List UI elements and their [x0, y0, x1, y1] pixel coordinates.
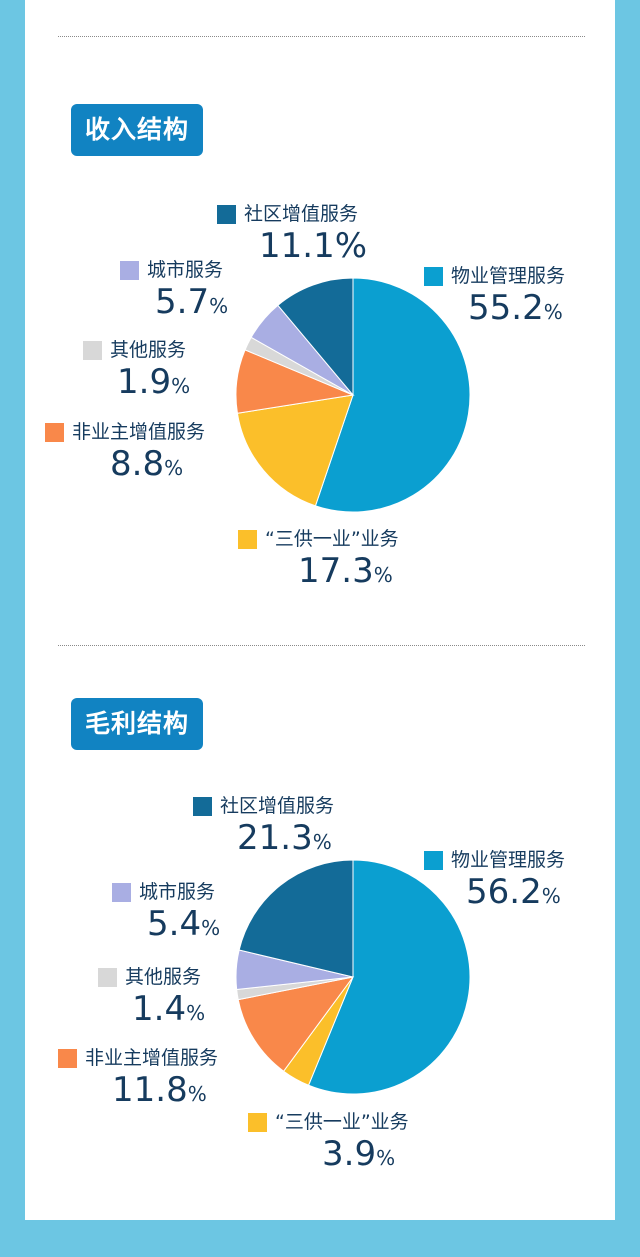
- profit-label-other: 其他服务 1.4%: [98, 965, 205, 1033]
- legend-text: “三供一业”业务: [275, 1111, 409, 1133]
- revenue-label-other: 其他服务 1.9%: [83, 338, 190, 406]
- legend-text: 社区增值服务: [244, 203, 359, 225]
- profit-label-three-supply: “三供一业”业务 3.9%: [248, 1110, 409, 1178]
- pie-slice: [314, 277, 471, 513]
- revenue-label-community: 社区增值服务 11.1%: [217, 202, 367, 266]
- legend-text: 物业管理服务: [451, 849, 566, 871]
- legend-text: 社区增值服务: [220, 795, 335, 817]
- revenue-label-nonowner: 非业主增值服务 8.8%: [45, 420, 205, 488]
- legend-text: 非业主增值服务: [72, 421, 206, 443]
- legend-text: 城市服务: [147, 259, 224, 281]
- data-label: 5.4%: [147, 904, 221, 944]
- data-label: 21.3%: [237, 818, 332, 858]
- legend-swatch: [193, 796, 212, 816]
- legend-text: “三供一业”业务: [265, 528, 399, 550]
- profit-label-city: 城市服务 5.4%: [112, 880, 220, 948]
- legend-swatch: [112, 882, 131, 902]
- pie-slice: [238, 859, 354, 978]
- pie-slice: [277, 277, 354, 397]
- divider-middle: [58, 645, 585, 646]
- legend-swatch: [238, 529, 257, 549]
- legend-swatch: [424, 266, 443, 286]
- legend-swatch: [424, 850, 443, 870]
- revenue-label-city: 城市服务 5.7%: [120, 258, 228, 326]
- pie-slice: [307, 859, 471, 1095]
- data-label: 5.7%: [155, 282, 229, 322]
- data-label: 3.9%: [322, 1134, 396, 1174]
- data-label: 11.8%: [112, 1070, 207, 1110]
- legend-text: 城市服务: [139, 881, 216, 903]
- profit-label-community: 社区增值服务 21.3%: [193, 794, 334, 862]
- data-label: 56.2%: [466, 872, 561, 912]
- legend-text: 物业管理服务: [451, 265, 566, 287]
- section-title-revenue: 收入结构: [71, 104, 204, 156]
- legend-swatch: [120, 260, 139, 280]
- divider-top: [58, 36, 585, 37]
- legend-swatch: [45, 422, 64, 442]
- content-card: 收入结构 社区增值服务 11.1% 物业管理服务 55.2% 城市服务 5.7%…: [25, 0, 615, 1220]
- revenue-pie-chart: 社区增值服务 11.1% 物业管理服务 55.2% 城市服务 5.7% 其他服务…: [25, 180, 615, 600]
- profit-label-property: 物业管理服务 56.2%: [424, 848, 565, 916]
- data-label: 17.3%: [298, 551, 393, 591]
- pie-slice: [237, 976, 355, 1072]
- profit-label-nonowner: 非业主增值服务 11.8%: [58, 1046, 218, 1114]
- pie-slice: [236, 394, 354, 507]
- gross-profit-pie-svg: [235, 859, 471, 1095]
- legend-swatch: [83, 340, 102, 360]
- legend-swatch: [217, 204, 236, 224]
- revenue-label-property: 物业管理服务 55.2%: [424, 264, 565, 332]
- legend-text: 其他服务: [110, 339, 187, 361]
- gross-profit-pie-chart: 社区增值服务 21.3% 物业管理服务 56.2% 城市服务 5.4% 其他服务…: [25, 770, 615, 1190]
- revenue-pie-svg: [235, 277, 471, 513]
- legend-text: 非业主增值服务: [85, 1047, 219, 1069]
- data-label: 1.9%: [117, 362, 191, 402]
- legend-swatch: [58, 1048, 77, 1068]
- data-label: 11.1%: [259, 226, 368, 266]
- section-title-gross-profit: 毛利结构: [71, 698, 204, 750]
- data-label: 1.4%: [132, 989, 206, 1029]
- data-label: 8.8%: [110, 444, 184, 484]
- legend-swatch: [248, 1112, 267, 1132]
- legend-text: 其他服务: [125, 966, 202, 988]
- legend-swatch: [98, 967, 117, 987]
- data-label: 55.2%: [468, 288, 563, 328]
- revenue-label-three-supply: “三供一业”业务 17.3%: [238, 527, 399, 595]
